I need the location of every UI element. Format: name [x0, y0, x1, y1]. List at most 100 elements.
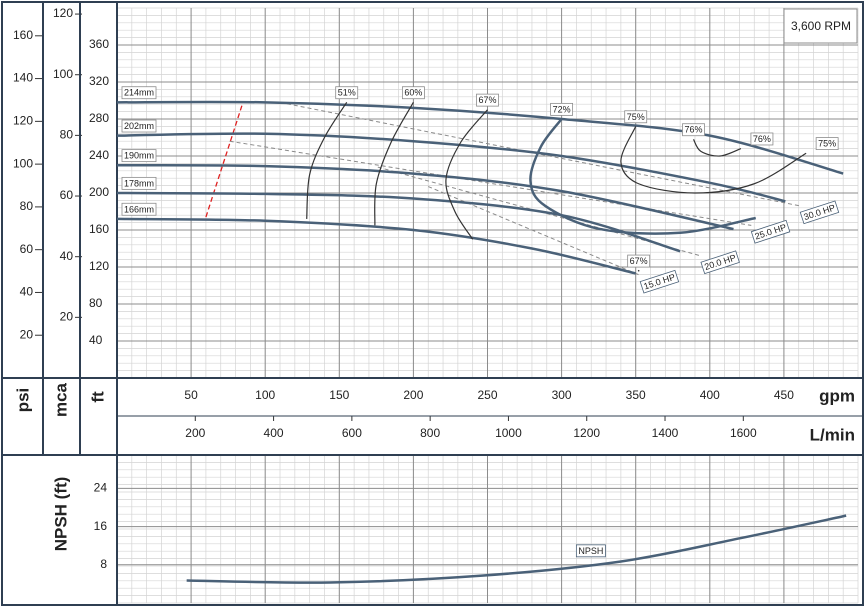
label-box: [624, 110, 648, 124]
label-text: 51%: [338, 88, 356, 98]
label-text: 75%: [818, 139, 836, 149]
mca-tick-label: 60: [60, 188, 74, 202]
label-box: [121, 86, 157, 100]
label-text: 178mm: [124, 178, 154, 188]
impeller-curve: [117, 100, 844, 175]
label-text: 190mm: [124, 151, 154, 161]
label-box: [799, 200, 840, 225]
y-tick-label: 320: [89, 74, 109, 88]
x-tick-label: 150: [329, 388, 349, 402]
impeller-curve: [117, 163, 734, 231]
label-box: [639, 269, 680, 294]
psi-tick-label: 20: [20, 327, 34, 341]
label-box: [121, 176, 157, 190]
plot-area: [117, 100, 844, 276]
y2-axis-label: psi: [13, 388, 32, 413]
mca-tick-label: 80: [60, 128, 74, 142]
mca-tick-label: 40: [60, 249, 74, 263]
mca-tick-label: 100: [53, 67, 73, 81]
x-tick-label: 300: [552, 388, 572, 402]
impeller-curve: [117, 217, 636, 275]
label-text: 67%: [630, 256, 648, 266]
efficiency-curve: [692, 139, 742, 157]
curve-label: 72%: [550, 102, 574, 116]
npsh-tick-label: 16: [94, 519, 108, 533]
y-tick-label: 160: [89, 222, 109, 236]
y-tick-label: 200: [89, 185, 109, 199]
psi-tick-label: 100: [13, 156, 33, 170]
curve-label: 202mm: [121, 119, 157, 133]
y-tick-label: 120: [89, 259, 109, 273]
label-text: 25.0 HP: [754, 222, 788, 242]
curve-label: 67%: [627, 254, 651, 268]
x2-tick-label: 1600: [730, 426, 757, 440]
y-tick-label: 280: [89, 111, 109, 125]
curve-label: 190mm: [121, 149, 157, 163]
y-tick-label: 240: [89, 148, 109, 162]
curve-label: 30.0 HP: [799, 200, 840, 225]
x-tick-label: 200: [403, 388, 423, 402]
x-axis-label: gpm: [819, 386, 855, 405]
mca-tick-label: 20: [60, 310, 74, 324]
label-text: 76%: [753, 134, 771, 144]
psi-tick-label: 120: [13, 114, 33, 128]
x2-tick-label: 600: [342, 426, 362, 440]
label-box: [550, 102, 574, 116]
label-box: [401, 86, 425, 100]
label-box: [121, 202, 157, 216]
label-box: [575, 544, 606, 558]
x2-tick-label: 800: [420, 426, 440, 440]
label-box: [815, 137, 839, 151]
label-text: 20.0 HP: [703, 252, 737, 272]
label-text: 76%: [684, 125, 702, 135]
y-axis-label: ft: [88, 391, 107, 403]
x-tick-label: 450: [774, 388, 794, 402]
label-box: [121, 149, 157, 163]
x-tick-label: 50: [184, 388, 198, 402]
mca-tick-label: 120: [53, 6, 73, 20]
label-text: 67%: [478, 95, 496, 105]
psi-tick-label: 60: [20, 242, 34, 256]
psi-tick-label: 160: [13, 28, 33, 42]
label-box: [476, 93, 499, 107]
y3-axis-label: mca: [51, 382, 70, 417]
annotation-box: 3,600 RPM: [783, 8, 858, 44]
x-tick-label: 350: [626, 388, 646, 402]
label-box: [750, 132, 774, 146]
label-text: 72%: [553, 104, 571, 114]
x-tick-label: 400: [700, 388, 720, 402]
psi-tick-label: 40: [20, 285, 34, 299]
limit-line: [205, 102, 244, 218]
npsh-axis-label: NPSH (ft): [51, 477, 70, 552]
annotation: 3,600 RPM: [791, 19, 851, 33]
x-tick-label: 100: [255, 388, 275, 402]
efficiency-curve: [374, 102, 414, 226]
npsh-tick-label: 8: [100, 557, 107, 571]
efficiency-curve: [529, 118, 756, 235]
label-box: [627, 254, 651, 268]
x-tick-label: 250: [477, 388, 497, 402]
label-text: 30.0 HP: [802, 203, 836, 223]
annotation-bg: [783, 8, 858, 44]
label-text: 166mm: [124, 204, 154, 214]
label-box: [335, 86, 359, 100]
npsh-area: [186, 514, 847, 584]
curve-label: 15.0 HP: [639, 269, 680, 294]
x2-tick-label: 1000: [495, 426, 522, 440]
hp-line: [279, 101, 801, 207]
npsh-curve: [186, 514, 847, 584]
label-text: NPSH: [578, 546, 603, 556]
npsh-tick-label: 24: [94, 481, 108, 495]
label-text: 15.0 HP: [642, 272, 676, 292]
impeller-curve: [117, 132, 786, 203]
efficiency-point: [637, 269, 640, 272]
curve-label: 75%: [624, 110, 648, 124]
psi-tick-label: 140: [13, 71, 33, 85]
curve-label: 75%: [815, 137, 839, 151]
curve-label: 67%: [476, 93, 499, 107]
label-text: 75%: [627, 112, 645, 122]
x2-tick-label: 200: [185, 426, 205, 440]
label-box: [700, 250, 740, 275]
